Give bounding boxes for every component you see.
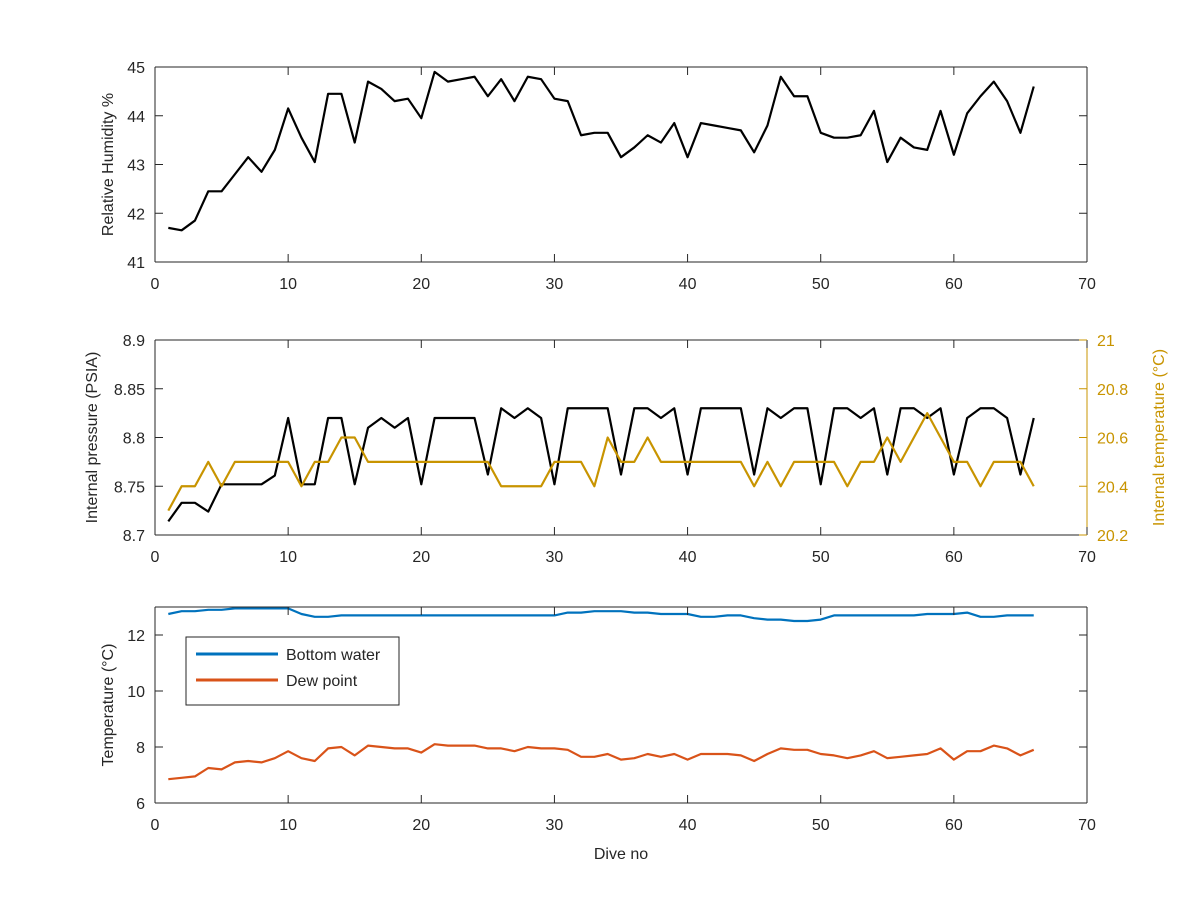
y-tick-label: 8.75 [114, 479, 145, 496]
y-right-tick-label: 21 [1097, 333, 1115, 350]
y-axis-label: Temperature (°C) [100, 644, 117, 767]
x-tick-label: 60 [945, 817, 963, 834]
legend-entry: Dew point [286, 673, 358, 690]
y-tick-label: 8.8 [123, 431, 145, 448]
x-tick-label: 60 [945, 276, 963, 293]
x-axis-label: Dive no [594, 846, 648, 863]
series-line-bottom-water [168, 607, 1034, 623]
x-tick-label: 40 [679, 276, 697, 293]
y-tick-label: 6 [136, 796, 145, 813]
x-tick-label: 50 [812, 549, 830, 566]
x-tick-label: 70 [1078, 549, 1096, 566]
x-tick-label: 30 [546, 276, 564, 293]
y-axis-label: Internal pressure (PSIA) [84, 352, 101, 524]
x-tick-label: 70 [1078, 817, 1096, 834]
y-tick-label: 12 [127, 628, 145, 645]
y-tick-label: 8 [136, 740, 145, 757]
x-tick-label: 60 [945, 549, 963, 566]
subplot-1: 0 10 20 30 40 50 60 70 41 42 43 44 45 Relative Humidi… [100, 60, 1096, 293]
legend: Bottom water Dew point [185, 636, 400, 706]
y-right-tick-label: 20.4 [1097, 479, 1128, 496]
series-line-dew-point [168, 743, 1035, 781]
x-tick-label: 10 [279, 276, 297, 293]
y-right-tick-label: 20.8 [1097, 382, 1128, 399]
x-tick-label: 0 [151, 276, 160, 293]
y-tick-label: 8.7 [123, 528, 145, 545]
y-tick-label: 41 [127, 255, 145, 272]
x-tick-label: 30 [546, 549, 564, 566]
y-right-tick-label: 20.6 [1097, 431, 1128, 448]
x-tick-label: 70 [1078, 276, 1096, 293]
y-tick-label: 45 [127, 60, 145, 77]
y-right-axis-label: Internal temperature (°C) [1151, 349, 1168, 526]
x-tick-label: 20 [412, 817, 430, 834]
x-tick-label: 10 [279, 817, 297, 834]
x-tick-label: 40 [679, 817, 697, 834]
y-tick-label: 10 [127, 684, 145, 701]
y-right-tick-label: 20.2 [1097, 528, 1128, 545]
x-tick-label: 0 [151, 817, 160, 834]
legend-box [185, 636, 400, 706]
y-axis-label: Relative Humidity % [100, 93, 117, 236]
x-tick-label: 0 [151, 549, 160, 566]
x-tick-label: 20 [412, 549, 430, 566]
x-tick-label: 30 [546, 817, 564, 834]
series-line-1 [168, 70, 1035, 232]
y-tick-label: 8.9 [123, 333, 145, 350]
x-tick-label: 20 [412, 276, 430, 293]
x-tick-label: 40 [679, 549, 697, 566]
x-tick-label: 10 [279, 549, 297, 566]
x-tick-label: 50 [812, 817, 830, 834]
subplot-3: 0 10 20 30 40 50 60 70 6 8 10 12 Temperature (°C) Div… [100, 606, 1096, 863]
y-tick-label: 44 [127, 109, 145, 126]
y-tick-label: 43 [127, 158, 145, 175]
y-tick-label: 42 [127, 206, 145, 223]
legend-entry: Bottom water [286, 647, 381, 664]
series-line-1 [167, 407, 1035, 522]
x-tick-label: 50 [812, 276, 830, 293]
y-tick-label: 8.85 [114, 382, 145, 399]
subplot-2: 0 10 20 30 40 50 60 70 8.7 8.75 8.8 8.85 8.9 20.2 20.4… [84, 333, 1168, 566]
series-line-2 [167, 412, 1035, 512]
